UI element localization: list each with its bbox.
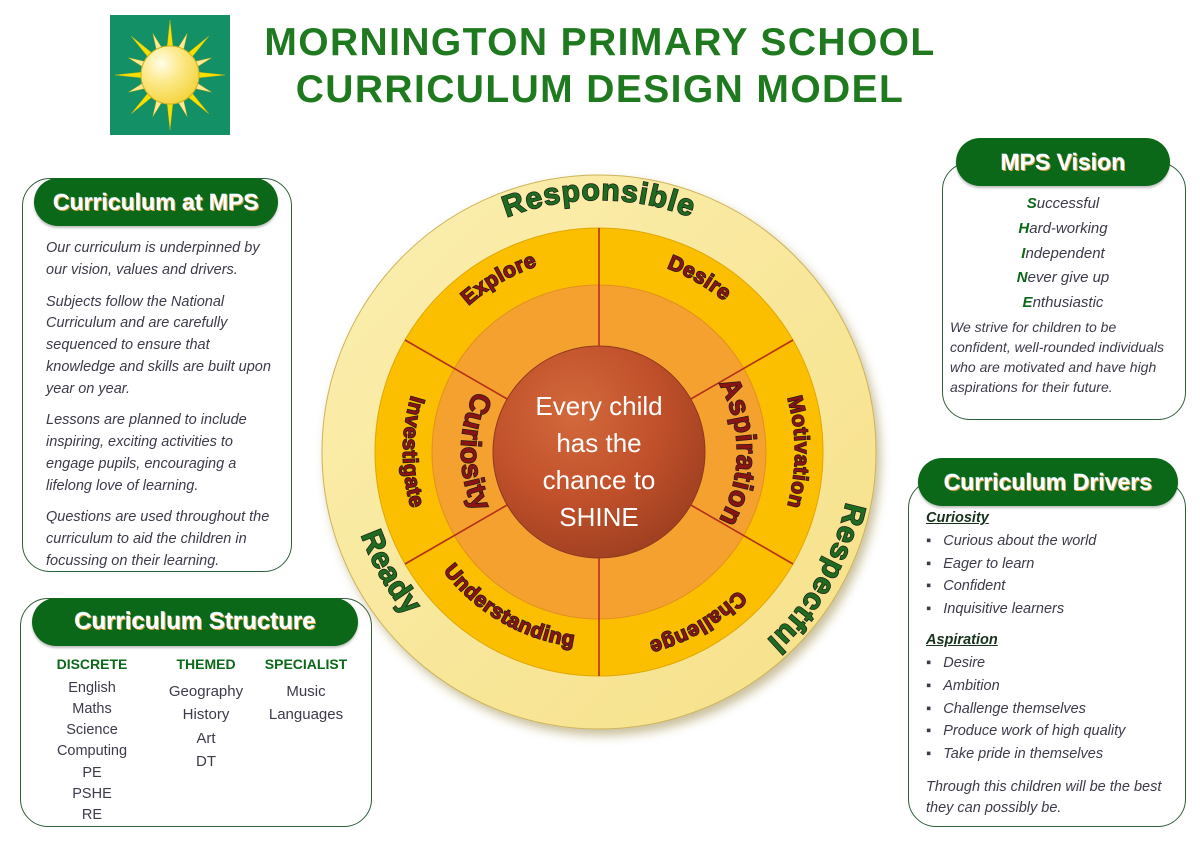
svg-text:Investigate: Investigate (398, 394, 429, 510)
svg-text:SHINE: SHINE (559, 502, 638, 532)
svg-text:Respectful: Respectful (761, 500, 871, 660)
svg-text:Every child: Every child (535, 391, 662, 421)
svg-text:Responsible: Responsible (498, 174, 700, 224)
svg-text:Motivation: Motivation (783, 393, 814, 510)
svg-text:Understanding: Understanding (439, 560, 577, 652)
svg-text:Desire: Desire (665, 251, 736, 305)
svg-text:Ready: Ready (354, 525, 428, 621)
svg-text:has the: has the (556, 428, 641, 458)
svg-text:Aspiration: Aspiration (714, 373, 763, 532)
svg-text:Curiosity: Curiosity (455, 389, 498, 515)
svg-text:Explore: Explore (457, 249, 540, 310)
svg-text:Challenge: Challenge (647, 586, 751, 659)
svg-text:chance to: chance to (543, 465, 656, 495)
